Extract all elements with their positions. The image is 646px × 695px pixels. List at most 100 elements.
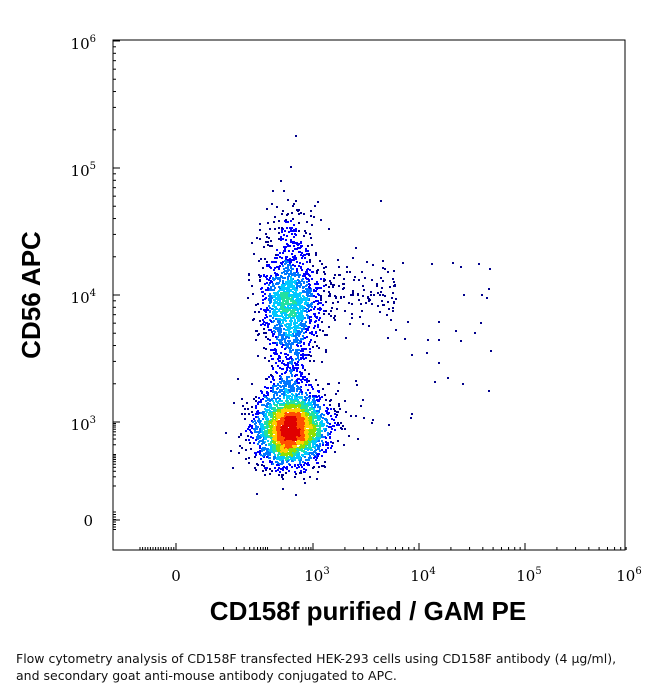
event-dot	[387, 337, 389, 339]
event-dot	[304, 303, 306, 305]
event-dot	[267, 402, 269, 404]
event-dot	[283, 429, 285, 431]
event-dot	[325, 451, 327, 453]
event-dot	[330, 408, 332, 410]
event-dot	[282, 360, 284, 362]
event-dot	[264, 474, 266, 476]
event-dot	[310, 210, 312, 212]
event-dot	[367, 297, 369, 299]
event-dot	[327, 444, 329, 446]
event-dot	[275, 391, 277, 393]
event-dot	[352, 294, 354, 296]
event-dot	[299, 313, 301, 315]
event-dot	[283, 332, 285, 334]
event-dot	[302, 399, 304, 401]
event-dot	[392, 278, 394, 280]
event-dot	[278, 356, 280, 358]
event-dot	[251, 406, 253, 408]
event-dot	[296, 379, 298, 381]
event-dot	[303, 464, 305, 466]
event-dot	[275, 327, 277, 329]
event-dot	[254, 423, 256, 425]
event-dot	[261, 391, 263, 393]
event-dot	[390, 319, 392, 321]
event-dot	[306, 394, 308, 396]
event-dot	[285, 258, 287, 260]
event-dot	[282, 210, 284, 212]
event-dot	[325, 266, 327, 268]
event-dot	[257, 303, 259, 305]
event-dot	[289, 451, 291, 453]
event-dot	[280, 441, 282, 443]
event-dot	[320, 308, 322, 310]
event-dot	[294, 406, 296, 408]
event-dot	[258, 274, 260, 276]
event-dot	[278, 429, 280, 431]
event-dot	[265, 452, 267, 454]
event-dot	[387, 301, 389, 303]
event-dot	[262, 441, 264, 443]
event-dot	[248, 457, 250, 459]
event-dot	[270, 448, 272, 450]
event-dot	[302, 355, 304, 357]
event-dot	[255, 452, 257, 454]
event-dot	[298, 319, 300, 321]
event-dot	[284, 230, 286, 232]
event-dot	[283, 426, 285, 428]
event-dot	[290, 239, 292, 241]
event-dot	[284, 303, 286, 305]
event-dot	[264, 396, 266, 398]
event-dot	[284, 248, 286, 250]
event-dot	[317, 283, 319, 285]
event-dot	[315, 379, 317, 381]
event-dot	[286, 345, 288, 347]
event-dot	[291, 334, 293, 336]
event-dot	[263, 428, 265, 430]
event-dot	[268, 237, 270, 239]
event-dot	[271, 425, 273, 427]
event-dot	[300, 439, 302, 441]
event-dot	[307, 423, 309, 425]
event-dot	[297, 339, 299, 341]
event-dot	[366, 261, 368, 263]
event-dot	[306, 253, 308, 255]
event-dot	[265, 332, 267, 334]
event-dot	[287, 405, 289, 407]
event-dot	[285, 404, 287, 406]
event-dot	[248, 273, 250, 275]
event-dot	[278, 452, 280, 454]
event-dot	[257, 416, 259, 418]
event-dot	[276, 338, 278, 340]
event-dot	[285, 451, 287, 453]
event-dot	[306, 336, 308, 338]
event-dot	[309, 392, 311, 394]
event-dot	[299, 391, 301, 393]
event-dot	[255, 405, 257, 407]
event-dot	[285, 267, 287, 269]
event-dot	[290, 331, 292, 333]
event-dot	[283, 328, 285, 330]
event-dot	[257, 443, 259, 445]
event-dot	[291, 212, 293, 214]
event-dot	[332, 286, 334, 288]
event-dot	[302, 441, 304, 443]
event-dot	[329, 423, 331, 425]
event-dot	[264, 413, 266, 415]
event-dot	[309, 413, 311, 415]
event-dot	[294, 265, 296, 267]
event-dot	[303, 468, 305, 470]
event-dot	[262, 418, 264, 420]
event-dot	[279, 385, 281, 387]
event-dot	[280, 468, 282, 470]
event-dot	[296, 374, 298, 376]
event-dot	[346, 266, 348, 268]
event-dot	[288, 329, 290, 331]
event-dot	[289, 431, 291, 433]
event-dot	[277, 365, 279, 367]
event-dot	[298, 393, 300, 395]
event-dot	[371, 279, 373, 281]
event-dot	[272, 463, 274, 465]
event-dot	[278, 448, 280, 450]
event-dot	[325, 351, 327, 353]
event-dot	[307, 273, 309, 275]
